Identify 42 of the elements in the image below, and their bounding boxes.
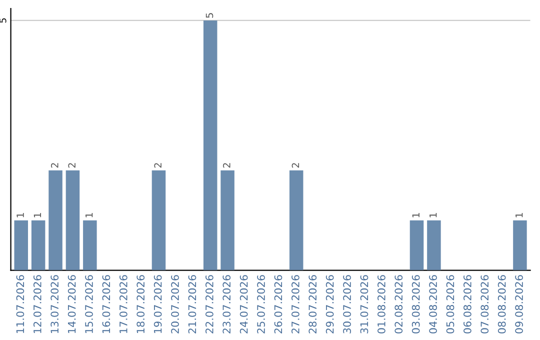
x-tick-label: 19.07.2026 — [154, 275, 162, 333]
x-tick-label: 13.07.2026 — [50, 275, 59, 333]
x-tick-label: 09.08.2026 — [515, 275, 523, 334]
data-label: 1 — [430, 213, 437, 218]
data-label: 1 — [412, 213, 420, 218]
x-tick-label: 28.07.2026 — [308, 275, 317, 334]
x-tick-label: 31.07.2026 — [360, 275, 368, 334]
x-tick-label: 27.07.2026 — [291, 275, 300, 334]
x-tick-label: 30.07.2026 — [343, 275, 351, 334]
data-label: 2 — [154, 163, 162, 168]
x-tick-label: 11.07.2026 — [16, 275, 24, 333]
data-label: 2 — [223, 163, 230, 168]
x-tick-label: 20.07.2026 — [171, 275, 179, 334]
data-label: 1 — [516, 213, 523, 218]
x-tick-label: 01.08.2026 — [377, 275, 386, 334]
x-tick-label: 25.07.2026 — [257, 275, 265, 334]
x-tick-label: 26.07.2026 — [274, 275, 282, 334]
x-tick-label: 04.08.2026 — [429, 275, 437, 334]
x-tick-label: 06.08.2026 — [464, 275, 472, 334]
data-label: 2 — [68, 163, 76, 168]
data-label: 1 — [16, 213, 24, 218]
x-tick-label: 24.07.2026 — [240, 275, 248, 334]
data-label: 5 — [206, 13, 214, 18]
x-tick-label: 21.07.2026 — [188, 275, 196, 334]
x-tick-label: 16.07.2026 — [102, 275, 110, 333]
data-label: 1 — [34, 213, 42, 218]
data-label: 2 — [50, 163, 58, 168]
x-tick-label: 07.08.2026 — [480, 275, 489, 334]
x-tick-label: 12.07.2026 — [33, 275, 42, 333]
x-tick-label: 02.08.2026 — [394, 275, 403, 334]
x-tick-label: 17.07.2026 — [119, 275, 128, 333]
x-tick-label: 22.07.2026 — [205, 275, 214, 334]
x-tick-label: 08.08.2026 — [498, 275, 506, 334]
x-tick-label: 23.07.2026 — [222, 275, 231, 334]
x-tick-label: 14.07.2026 — [68, 275, 76, 333]
data-label: 2 — [292, 163, 300, 168]
x-tick-label: 18.07.2026 — [136, 275, 145, 333]
x-tick-label: 03.08.2026 — [412, 275, 420, 334]
x-tick-label: 05.08.2026 — [446, 275, 454, 334]
data-label: 1 — [86, 213, 93, 218]
x-tick-label: 15.07.2026 — [85, 275, 93, 333]
x-tick-label: 29.07.2026 — [326, 275, 334, 334]
